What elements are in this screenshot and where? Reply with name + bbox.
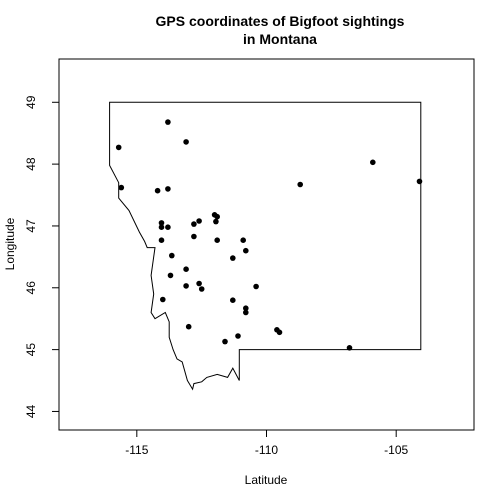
sighting-point <box>158 224 165 230</box>
sighting-point <box>243 247 249 254</box>
sighting-point <box>165 119 171 125</box>
sighting-point <box>169 252 175 259</box>
y-tick-label: 47 <box>24 219 38 233</box>
x-tick-label: -115 <box>125 443 148 457</box>
sighting-point <box>165 224 171 230</box>
sighting-point <box>235 333 241 339</box>
sighting-point <box>253 283 259 290</box>
sighting-point <box>167 272 174 279</box>
y-tick-label: 44 <box>24 404 38 418</box>
sighting-point <box>154 187 161 194</box>
sighting-point <box>185 323 192 330</box>
x-tick-label: -110 <box>255 443 278 457</box>
sighting-point <box>183 266 189 273</box>
sighting-point <box>196 218 202 224</box>
sighting-point <box>158 237 165 243</box>
sighting-point <box>158 220 165 226</box>
sighting-point <box>213 218 219 225</box>
sighting-point <box>243 309 249 316</box>
x-axis: -115 -110 -105 <box>125 429 409 457</box>
sighting-point <box>297 181 304 188</box>
sighting-point <box>230 255 236 261</box>
sighting-point <box>214 213 220 220</box>
sighting-point <box>214 237 220 243</box>
y-tick-label: 46 <box>24 281 38 295</box>
sighting-point <box>196 280 202 287</box>
chart-title-line-2: in Montana <box>243 31 317 47</box>
y-tick-label: 48 <box>24 157 38 171</box>
sighting-point <box>222 338 228 345</box>
y-tick-label: 45 <box>24 343 38 357</box>
sighting-point <box>416 178 423 185</box>
sighting-point <box>165 186 171 192</box>
sighting-point <box>191 221 197 227</box>
sighting-point <box>276 329 283 336</box>
sighting-point <box>198 286 205 292</box>
x-tick-label: -105 <box>384 443 408 457</box>
x-axis-title: Latitude <box>245 473 288 487</box>
montana-state-outline <box>109 101 422 391</box>
sighting-point <box>191 233 197 240</box>
chart-title-line-1: GPS coordinates of Bigfoot sightings <box>156 13 405 29</box>
sighting-point <box>118 184 125 191</box>
plot-frame <box>58 58 475 431</box>
sighting-point <box>160 296 166 303</box>
y-axis-title: Longitude <box>3 217 17 270</box>
y-tick-label: 49 <box>24 95 38 109</box>
sighting-point <box>115 144 122 151</box>
sighting-point <box>370 159 376 166</box>
sighting-points <box>115 119 423 351</box>
sighting-point <box>183 139 189 145</box>
chart-title: GPS coordinates of Bigfoot sightings in … <box>156 13 405 47</box>
sighting-point <box>230 297 236 304</box>
sighting-point <box>346 345 353 351</box>
sighting-point <box>240 237 246 243</box>
y-axis: 44 45 46 47 48 49 <box>24 95 60 418</box>
sighting-point <box>183 283 189 289</box>
sighting-point <box>243 305 249 312</box>
